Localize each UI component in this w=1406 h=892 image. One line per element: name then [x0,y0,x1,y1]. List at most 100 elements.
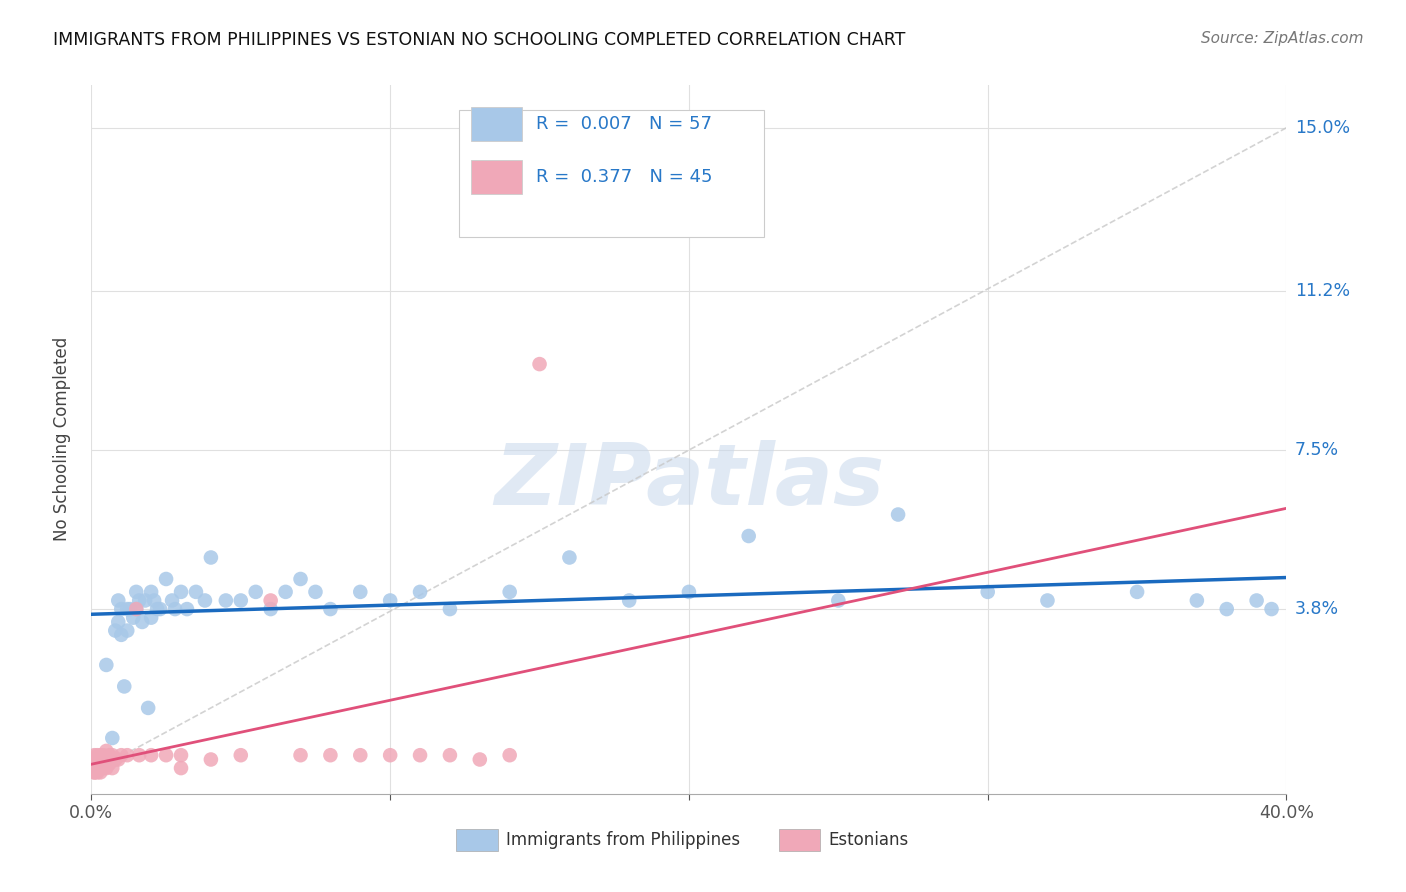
Point [86,748,108,763]
Point [290,572,312,586]
Point [134,593,156,607]
Point [200,752,222,766]
Point [101,748,124,763]
Point [1260,602,1282,616]
Point [215,593,238,607]
Point [245,585,267,599]
Point [163,602,186,616]
Point [439,748,461,763]
Point [115,624,138,638]
Point [110,628,132,642]
Point [349,585,371,599]
Point [200,550,222,565]
Point [380,748,402,763]
Point [274,585,297,599]
Point [1246,593,1268,607]
FancyBboxPatch shape [779,829,821,851]
Point [120,602,142,616]
Point [107,615,129,629]
Point [259,593,281,607]
Point [499,748,522,763]
Point [83,765,105,780]
Point [146,602,169,616]
Point [155,748,177,763]
Point [115,748,138,763]
Point [96,761,118,775]
Point [125,602,148,616]
Point [887,508,910,522]
Point [112,680,135,694]
Point [439,602,461,616]
Point [184,585,207,599]
Point [380,593,402,607]
Point [141,585,163,599]
FancyBboxPatch shape [471,160,522,194]
Point [128,748,150,763]
Point [83,765,105,780]
FancyBboxPatch shape [456,829,498,851]
Point [128,593,150,607]
Point [115,602,138,616]
Point [468,752,491,766]
Point [976,585,998,599]
Point [170,748,193,763]
Point [229,593,252,607]
Point [89,765,111,780]
Point [141,748,163,763]
Point [149,602,172,616]
Point [98,748,121,763]
Point [136,701,159,715]
Point [619,593,641,607]
Text: Source: ZipAtlas.com: Source: ZipAtlas.com [1201,31,1364,46]
Point [86,765,108,780]
Point [96,752,118,766]
Text: ZIPatlas: ZIPatlas [494,441,884,524]
Point [131,615,153,629]
Point [110,748,132,763]
Point [86,761,108,775]
Point [83,761,105,775]
Point [101,731,124,745]
Point [110,602,132,616]
Point [678,585,700,599]
Point [304,585,326,599]
Point [89,748,111,763]
Point [104,624,127,638]
Point [319,602,342,616]
FancyBboxPatch shape [471,107,522,141]
Point [83,752,105,766]
Point [122,610,145,624]
Point [93,761,115,775]
Point [96,657,118,672]
Point [160,593,183,607]
Point [558,550,581,565]
Point [83,748,105,763]
Text: 3.8%: 3.8% [1295,600,1339,618]
Point [827,593,849,607]
Point [409,585,432,599]
Point [1185,593,1208,607]
FancyBboxPatch shape [460,110,765,237]
Text: R =  0.377   N = 45: R = 0.377 N = 45 [536,168,713,186]
Point [96,744,118,758]
Point [86,752,108,766]
Point [176,602,198,616]
Point [107,593,129,607]
Text: IMMIGRANTS FROM PHILIPPINES VS ESTONIAN NO SCHOOLING COMPLETED CORRELATION CHART: IMMIGRANTS FROM PHILIPPINES VS ESTONIAN … [53,31,905,49]
Point [107,752,129,766]
Text: 15.0%: 15.0% [1295,119,1350,136]
Text: Estonians: Estonians [828,831,910,849]
Point [170,585,193,599]
Point [290,748,312,763]
Point [93,748,115,763]
Point [170,761,193,775]
Point [143,593,166,607]
Point [529,357,551,371]
Point [1036,593,1059,607]
Point [319,748,342,763]
Point [104,752,127,766]
Point [101,761,124,775]
Point [194,593,217,607]
Point [125,585,148,599]
Point [259,602,281,616]
